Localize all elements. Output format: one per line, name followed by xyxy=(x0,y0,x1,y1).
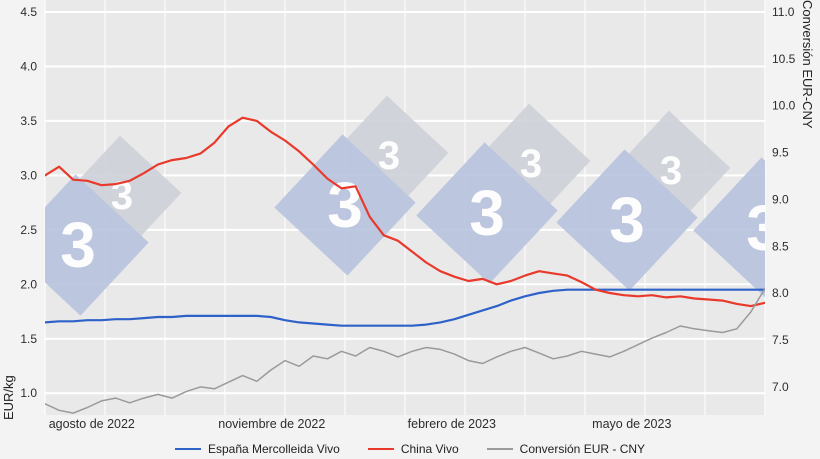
series-line-0 xyxy=(45,288,765,327)
svg-text:1.5: 1.5 xyxy=(20,332,37,346)
svg-text:8.5: 8.5 xyxy=(772,239,789,253)
series-line-1 xyxy=(45,116,765,308)
svg-text:3: 3 xyxy=(746,192,782,264)
svg-text:4.5: 4.5 xyxy=(20,5,37,19)
chart-legend: España Mercolleida Vivo China Vivo Conve… xyxy=(0,442,820,456)
svg-text:3: 3 xyxy=(469,177,505,249)
legend-item-conversion-eur-cny[interactable]: Conversión EUR - CNY xyxy=(486,442,646,456)
svg-text:7.5: 7.5 xyxy=(772,333,789,347)
svg-text:9.5: 9.5 xyxy=(772,146,789,160)
svg-text:10.0: 10.0 xyxy=(772,99,796,113)
series-line-2 xyxy=(45,287,765,414)
svg-text:8.0: 8.0 xyxy=(772,286,789,300)
svg-text:3: 3 xyxy=(609,184,645,256)
svg-text:9.0: 9.0 xyxy=(772,192,789,206)
legend-line-china-icon xyxy=(367,448,394,450)
svg-text:2.0: 2.0 xyxy=(20,277,37,291)
svg-text:3: 3 xyxy=(327,169,363,241)
left-axis-title: EUR/kg xyxy=(1,375,16,420)
svg-text:11.0: 11.0 xyxy=(772,5,795,19)
svg-text:febrero de 2023: febrero de 2023 xyxy=(408,417,496,431)
svg-text:4.0: 4.0 xyxy=(20,59,37,73)
legend-label-conversion: Conversión EUR - CNY xyxy=(519,442,646,456)
legend-label-china: China Vivo xyxy=(400,442,459,456)
svg-text:1.0: 1.0 xyxy=(20,386,37,400)
legend-item-china-vivo[interactable]: China Vivo xyxy=(367,442,459,456)
legend-line-conversion-icon xyxy=(486,448,513,450)
svg-text:3: 3 xyxy=(60,209,96,281)
svg-text:3.5: 3.5 xyxy=(20,114,37,128)
svg-text:3: 3 xyxy=(520,142,542,186)
svg-text:noviembre de 2022: noviembre de 2022 xyxy=(218,417,325,431)
legend-line-espana-icon xyxy=(174,448,201,450)
svg-text:2.5: 2.5 xyxy=(20,223,37,237)
svg-text:3: 3 xyxy=(378,134,400,178)
axis-tick-labels: 1.0 1.5 2.0 2.5 3.0 3.5 4.0 4.5 7.0 7.5 8.0 8.5 9.0 9… xyxy=(20,5,795,431)
svg-text:3: 3 xyxy=(660,149,682,193)
series-lines xyxy=(45,116,765,414)
svg-text:mayo de 2023: mayo de 2023 xyxy=(592,417,671,431)
svg-text:agosto de 2022: agosto de 2022 xyxy=(49,417,135,431)
svg-text:7.0: 7.0 xyxy=(772,380,789,394)
right-axis-title: Conversión EUR-CNY xyxy=(800,0,815,129)
svg-text:3.0: 3.0 xyxy=(20,168,37,182)
legend-item-espana-mercolleida[interactable]: España Mercolleida Vivo xyxy=(174,442,340,456)
legend-label-espana: España Mercolleida Vivo xyxy=(207,442,340,456)
svg-text:10.5: 10.5 xyxy=(772,52,796,66)
